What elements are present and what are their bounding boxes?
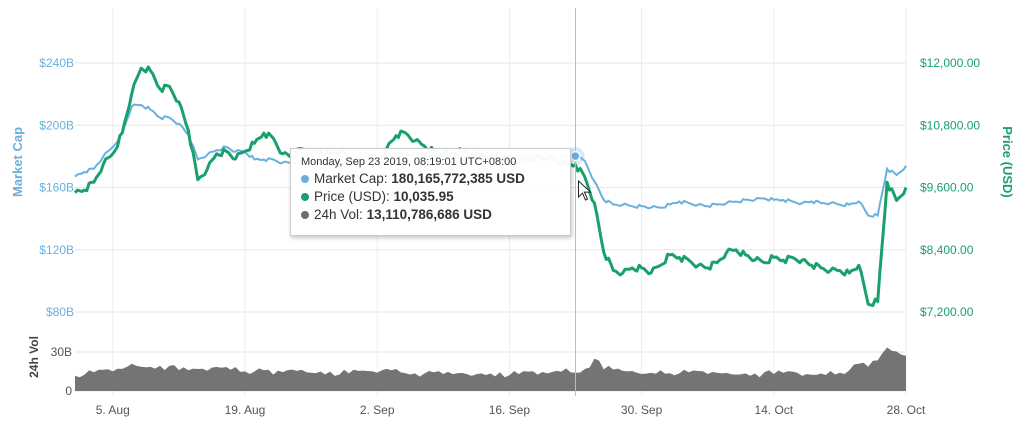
x-axis-tick: 2. Sep (360, 403, 395, 417)
x-axis-tick: 5. Aug (96, 403, 130, 417)
left-axis-tick: $160B (39, 181, 74, 195)
market-cap-dot-icon (301, 175, 309, 183)
axes: $80B $120B $160B $200B $240B $7,200.00 $8,400.… (10, 56, 1015, 417)
right-axis-tick: $10,800.00 (920, 118, 980, 132)
price-dot-icon (301, 193, 309, 201)
tooltip-price-value: 10,035.95 (393, 189, 454, 204)
tooltip-volume-label: 24h Vol: (314, 207, 363, 222)
tooltip-row-price: Price (USD): 10,035.95 (301, 188, 560, 206)
right-axis-tick: $12,000.00 (920, 56, 980, 70)
tooltip-price-label: Price (USD): (314, 189, 390, 204)
volume-area (75, 347, 906, 391)
x-axis-tick: 30. Sep (621, 403, 663, 417)
tooltip-volume-value: 13,110,786,686 USD (366, 207, 492, 222)
tooltip-row-volume: 24h Vol: 13,110,786,686 USD (301, 206, 560, 224)
right-axis-tick: $9,600.00 (920, 181, 974, 195)
right-axis-title: Price (USD) (1000, 126, 1015, 198)
mouse-cursor-icon (577, 179, 592, 201)
tooltip-market-cap-label: Market Cap: (314, 171, 388, 186)
left-axis-tick: $240B (39, 56, 74, 70)
left-axis-tick: $200B (39, 118, 74, 132)
volume-axis-tick: 30B (51, 345, 72, 359)
right-axis-tick: $8,400.00 (920, 243, 974, 257)
hover-marker (570, 150, 581, 162)
tooltip-row-market-cap: Market Cap: 180,165,772,385 USD (301, 170, 560, 188)
x-axis-tick: 28. Oct (887, 403, 926, 417)
tooltip: Monday, Sep 23 2019, 08:19:01 UTC+08:00 … (290, 148, 571, 236)
left-axis-tick: $80B (46, 305, 74, 319)
x-axis-tick: 19. Aug (225, 403, 266, 417)
tooltip-market-cap-value: 180,165,772,385 USD (391, 171, 525, 186)
left-axis-title: Market Cap (10, 127, 25, 197)
tooltip-date: Monday, Sep 23 2019, 08:19:01 UTC+08:00 (301, 156, 517, 168)
volume-dot-icon (301, 211, 309, 219)
volume-axis-tick: 0 (65, 384, 72, 398)
x-axis-tick: 14. Oct (754, 403, 793, 417)
x-axis-tick: 16. Sep (489, 403, 531, 417)
volume-series-area (75, 347, 906, 391)
left-axis-tick: $120B (39, 243, 74, 257)
right-axis-tick: $7,200.00 (920, 305, 974, 319)
volume-axis-title: 24h Vol (27, 336, 41, 378)
